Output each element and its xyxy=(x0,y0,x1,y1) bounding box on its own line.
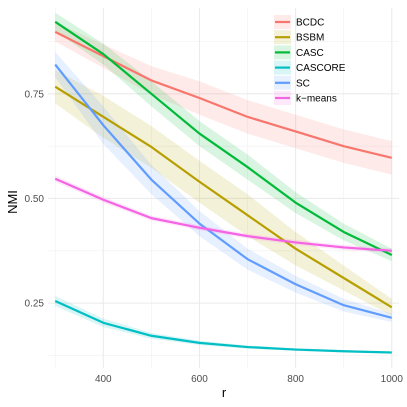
legend: BCDC BSBM CASC CASCORE SC k−means xyxy=(274,15,346,105)
x-tick-label: 1000 xyxy=(381,374,404,385)
y-tick-label: 0.25 xyxy=(25,299,45,310)
legend-label: k−means xyxy=(296,94,337,105)
y-tick-label: 0.75 xyxy=(25,89,45,100)
legend-label: BSBM xyxy=(296,33,324,44)
series-line xyxy=(54,85,393,309)
legend-label: CASCORE xyxy=(296,63,346,74)
series-line xyxy=(54,300,392,354)
x-tick-label: 600 xyxy=(191,374,208,385)
legend-label: SC xyxy=(296,78,310,89)
series-line xyxy=(54,177,392,252)
legend-label: BCDC xyxy=(296,18,324,29)
series-lines xyxy=(54,20,393,354)
y-tick-label: 0.50 xyxy=(25,194,45,205)
x-tick-label: 800 xyxy=(287,374,304,385)
series-line xyxy=(54,20,393,256)
series-line xyxy=(54,63,393,319)
series-band xyxy=(55,22,392,175)
x-tick-label: 400 xyxy=(95,374,112,385)
tick-labels: 400 600 800 1000 0.25 0.50 0.75 xyxy=(25,89,404,385)
y-axis-title: NMI xyxy=(5,190,20,214)
series-band xyxy=(55,69,392,316)
x-axis-title: r xyxy=(222,385,227,400)
series-band xyxy=(55,296,392,354)
legend-label: CASC xyxy=(296,48,324,59)
